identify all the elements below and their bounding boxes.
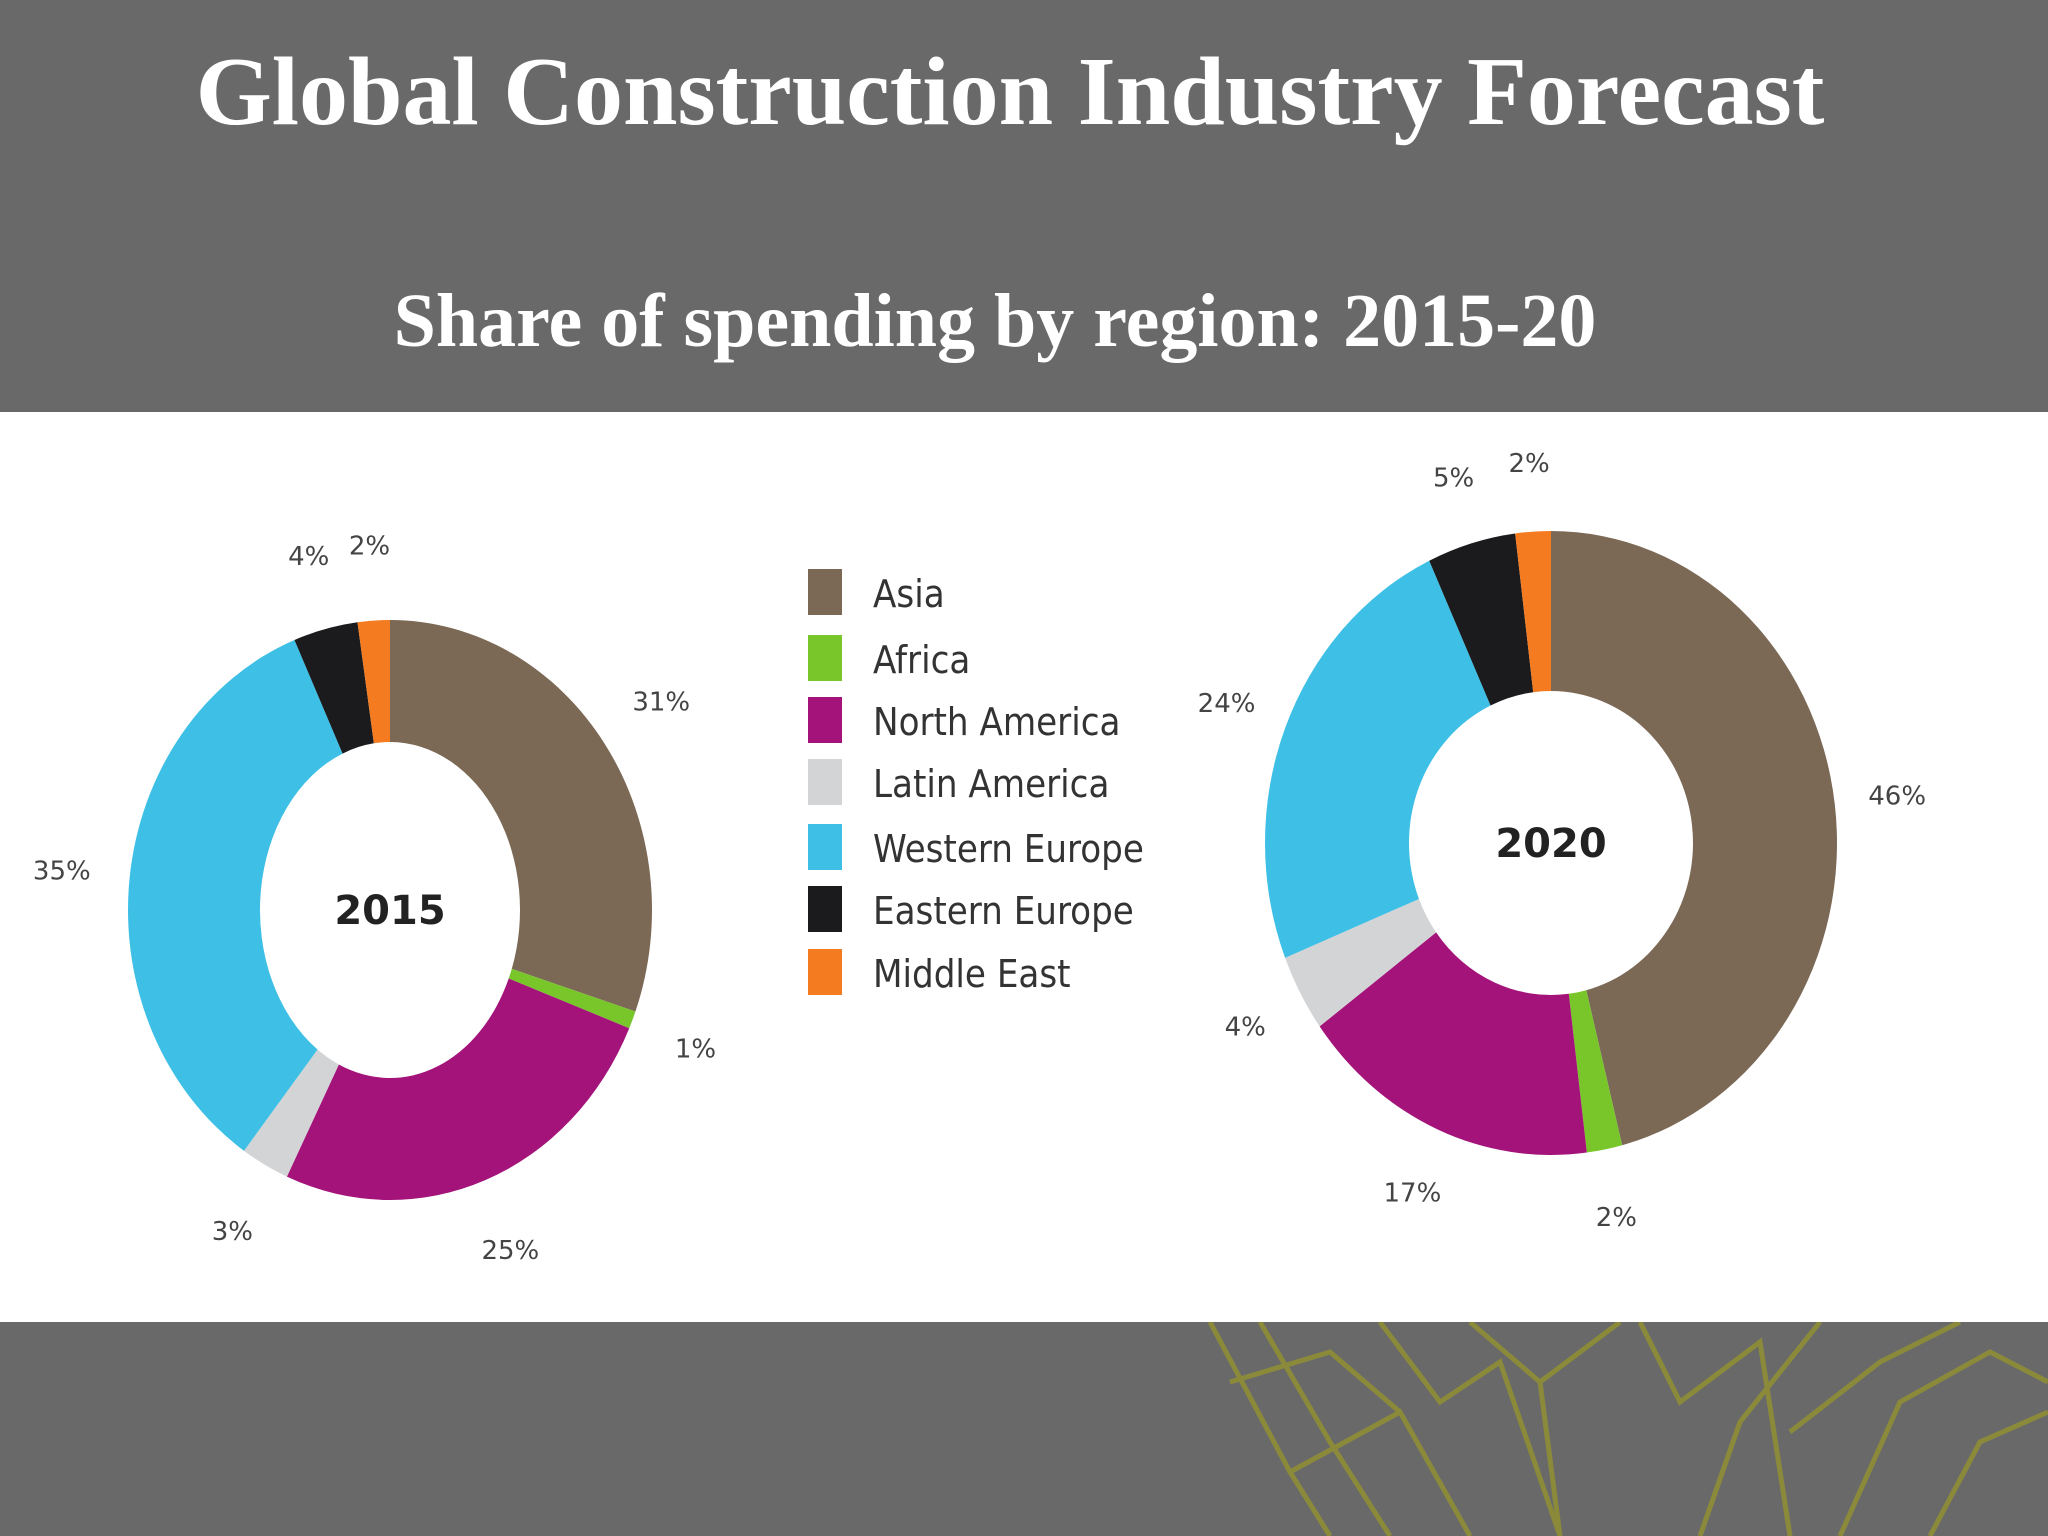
slice-2015-asia [390, 620, 652, 1012]
decorative-pattern [1207, 1322, 2048, 1536]
legend-swatch-africa [808, 635, 842, 681]
legend-label-asia: Asia [873, 572, 945, 616]
center-label-2015: 2015 [334, 888, 445, 934]
slice-label-2015-asia: 31% [632, 688, 690, 718]
slice-2015-north-america [286, 978, 630, 1200]
chart-legend: Asia Africa North America Latin America West… [808, 569, 1144, 996]
donut-chart-2020: 46% 2% 17% 4% 24% 5% 2% 2020 [1198, 449, 1926, 1233]
slice-2020-latin-america [1285, 898, 1437, 1027]
slice-2020-asia [1551, 531, 1837, 1146]
legend-label-latin-america: Latin America [873, 762, 1109, 806]
slice-2020-eastern-europe [1429, 533, 1534, 706]
donut-chart-2015: 31% 1% 25% 3% 35% 4% 2% 2015 [33, 531, 716, 1266]
pattern-line [1537, 1381, 1563, 1536]
slice-label-2020-latin-america: 4% [1225, 1012, 1266, 1042]
slice-label-2020-asia: 46% [1868, 781, 1926, 811]
slice-label-2020-western-europe: 24% [1198, 689, 1256, 719]
pattern-line [1257, 1322, 1393, 1536]
slice-label-2020-eastern-europe: 5% [1433, 463, 1474, 493]
legend-swatch-middle-east [808, 949, 842, 995]
legend-swatch-north-america [808, 697, 842, 743]
legend-label-africa: Africa [873, 638, 970, 682]
slide-footer [0, 1322, 2048, 1536]
slice-2015-latin-america [244, 1049, 339, 1177]
legend-label-western-europe: Western Europe [873, 827, 1144, 871]
slide-header: Global Construction Industry Forecast Sh… [0, 0, 2048, 412]
slice-label-2015-middle-east: 2% [349, 531, 390, 561]
legend-label-eastern-europe: Eastern Europe [873, 889, 1134, 933]
slice-label-2015-eastern-europe: 4% [288, 542, 329, 572]
slice-2015-western-europe [128, 639, 343, 1151]
pattern-line [1378, 1322, 1563, 1536]
legend-label-north-america: North America [873, 700, 1120, 744]
slice-label-2020-middle-east: 2% [1508, 449, 1549, 479]
slice-label-2015-western-europe: 35% [33, 856, 91, 886]
slice-2020-africa [1568, 990, 1623, 1153]
pattern-line [1229, 1349, 1402, 1414]
center-label-2020: 2020 [1495, 821, 1606, 867]
slice-2020-middle-east [1515, 531, 1551, 693]
legend-label-middle-east: Middle East [873, 952, 1071, 996]
slice-label-2020-north-america: 17% [1384, 1178, 1442, 1208]
legend-swatch-western-europe [808, 824, 842, 870]
pattern-line [1207, 1322, 1333, 1536]
slice-2015-middle-east [357, 620, 390, 744]
legend-swatch-eastern-europe [808, 886, 842, 932]
slice-label-2020-africa: 2% [1596, 1203, 1637, 1233]
slice-label-2015-north-america: 25% [481, 1236, 539, 1266]
slide-title: Global Construction Industry Forecast [195, 38, 1825, 146]
donut-charts: 31% 1% 25% 3% 35% 4% 2% 2015 46% 2% 17% 4% 24% 5% 2% 20… [33, 449, 1926, 1266]
slice-2020-western-europe [1265, 560, 1491, 958]
slice-2015-africa [508, 968, 636, 1029]
slice-label-2015-africa: 1% [675, 1035, 716, 1065]
pattern-line [1788, 1322, 1962, 1434]
pattern-line [1468, 1322, 1622, 1386]
chart-subtitle: Share of spending by region: 2015-20 [393, 279, 1597, 363]
pattern-line [1637, 1322, 1793, 1536]
slice-label-2015-latin-america: 3% [212, 1217, 253, 1247]
slice-2020-north-america [1319, 932, 1587, 1155]
slice-2015-eastern-europe [294, 622, 374, 754]
pattern-line [1837, 1349, 2048, 1536]
pattern-line [1927, 1409, 2048, 1536]
legend-swatch-latin-america [808, 759, 842, 805]
legend-swatch-asia [808, 569, 842, 615]
pattern-line [1697, 1322, 1822, 1536]
chart-panel: 31% 1% 25% 3% 35% 4% 2% 2015 46% 2% 17% 4% 24% 5% 2% 20… [0, 412, 2048, 1322]
